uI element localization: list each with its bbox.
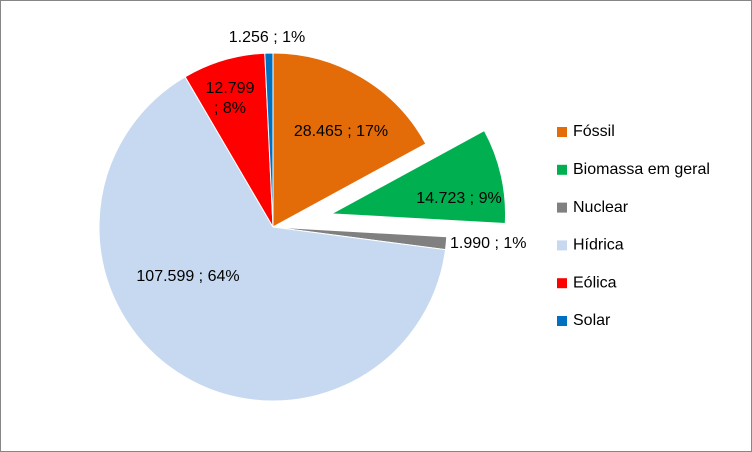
data-label: 1.256 ; 1% (228, 29, 306, 46)
legend-swatch (557, 278, 567, 289)
legend-swatch (557, 202, 567, 213)
legend-swatch (557, 316, 567, 326)
pie-slice (329, 129, 507, 225)
legend-label: Solar (573, 312, 611, 329)
data-label: 12.799 ; 8% (205, 80, 255, 117)
legend-label: Biomassa em geral (573, 161, 710, 178)
legend-swatch (557, 240, 567, 251)
legend-swatch (557, 127, 567, 137)
pie-slice (264, 52, 274, 228)
legend-label: Eólica (573, 274, 617, 291)
legend-label: Fóssil (573, 123, 615, 140)
legend-label: Hídrica (573, 237, 624, 254)
data-label: 14.723 ; 9% (416, 190, 502, 207)
pie-slice (98, 76, 447, 402)
legend-swatch (557, 164, 567, 175)
pie-slice (272, 52, 427, 228)
data-label: 1.990 ; 1% (450, 235, 527, 252)
legend-label: Nuclear (573, 199, 629, 216)
data-label: 107.599 ; 64% (136, 268, 240, 285)
data-label: 28.465 ; 17% (293, 123, 389, 140)
